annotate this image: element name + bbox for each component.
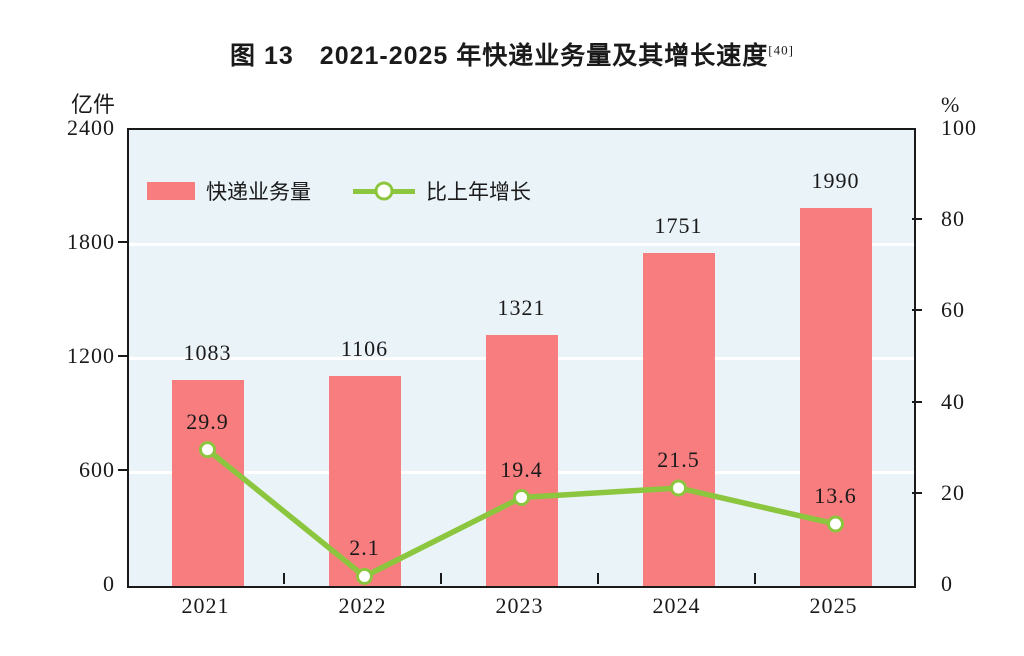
line-marker-2021 xyxy=(199,441,216,459)
right-axis-unit: % xyxy=(941,92,960,117)
bar-value-2022: 1106 xyxy=(340,335,389,361)
right-tick-label-100: 100 xyxy=(941,115,977,140)
line-value-2024: 21.5 xyxy=(657,446,700,472)
left-tick-mark-600 xyxy=(118,469,128,471)
bar-value-2021: 1083 xyxy=(183,340,232,366)
x-tick-mark-2 xyxy=(440,573,442,584)
bar-value-2023: 1321 xyxy=(497,295,546,320)
chart-title-superscript: [40] xyxy=(768,42,794,58)
legend-line-label: 比上年增长 xyxy=(426,180,531,204)
legend: 快递业务量 比上年增长 xyxy=(147,178,531,204)
bar-value-2024: 1751 xyxy=(654,213,703,239)
left-tick-mark-1800 xyxy=(118,241,128,243)
plot-area: 1083 1106 1321 1751 1990 29.9 2.1 19.4 21.5 13.6 … xyxy=(127,128,916,588)
value-labels-layer: 1083 1106 1321 1751 1990 29.9 2.1 19.4 21.5 13.6 xyxy=(129,130,914,586)
left-tick-label-1800: 1800 xyxy=(67,229,115,254)
bar-2021 xyxy=(171,380,244,586)
legend-line-swatch xyxy=(353,181,415,201)
left-tick-label-1200: 1200 xyxy=(67,343,115,368)
bar-2024 xyxy=(642,253,715,586)
bar-value-2025: 1990 xyxy=(811,167,860,193)
right-tick-label-80: 80 xyxy=(941,206,965,232)
left-tick-label-0: 0 xyxy=(103,571,115,596)
right-tick-mark-20 xyxy=(912,491,922,494)
x-tick-mark-3 xyxy=(597,573,599,584)
left-tick-mark-1200 xyxy=(118,355,128,357)
bar-2022 xyxy=(328,375,401,586)
gridline-1800 xyxy=(129,242,914,246)
growth-line-layer xyxy=(199,441,844,585)
left-tick-label-2400: 2400 xyxy=(67,115,115,140)
x-label-2024: 2024 xyxy=(652,593,701,618)
right-tick-label-0: 0 xyxy=(941,571,953,596)
line-value-2023: 19.4 xyxy=(500,456,543,482)
bar-2023 xyxy=(485,335,558,586)
x-label-2022: 2022 xyxy=(338,593,387,618)
bars-layer xyxy=(129,130,914,586)
x-label-2025: 2025 xyxy=(809,593,858,618)
line-value-2025: 13.6 xyxy=(814,482,857,508)
line-marker-2024 xyxy=(670,479,687,497)
left-tick-label-600: 600 xyxy=(79,457,115,482)
right-tick-label-40: 40 xyxy=(941,388,965,414)
chart-title-text: 图 13 2021-2025 年快递业务量及其增长速度 xyxy=(230,42,769,70)
right-tick-mark-60 xyxy=(912,309,922,312)
line-marker-2025 xyxy=(827,515,844,533)
line-value-2021: 29.9 xyxy=(186,408,229,434)
chart-title: 图 13 2021-2025 年快递业务量及其增长速度[40] xyxy=(0,36,1024,72)
x-tick-mark-4 xyxy=(754,573,756,584)
x-label-2023: 2023 xyxy=(495,593,544,618)
legend-bar-label: 快递业务量 xyxy=(206,180,311,204)
line-marker-2022 xyxy=(356,567,373,585)
right-tick-label-60: 60 xyxy=(941,297,965,323)
line-marker-2023 xyxy=(513,489,530,507)
line-value-2022: 2.1 xyxy=(349,535,380,561)
right-tick-mark-80 xyxy=(912,218,922,221)
legend-bar-swatch xyxy=(147,182,195,200)
legend-line-marker-icon xyxy=(374,181,394,201)
right-tick-label-20: 20 xyxy=(941,479,965,505)
right-tick-mark-40 xyxy=(912,400,922,403)
x-tick-mark-1 xyxy=(283,573,285,584)
left-axis-unit: 亿件 xyxy=(70,92,115,117)
x-label-2021: 2021 xyxy=(181,593,230,618)
